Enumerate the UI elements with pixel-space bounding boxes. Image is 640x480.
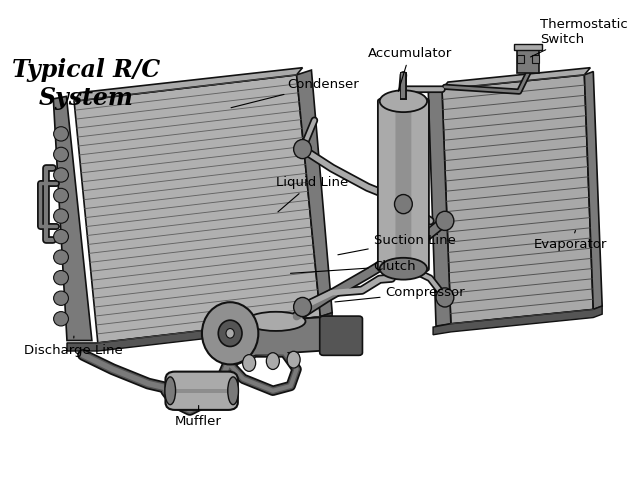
Text: Discharge Line: Discharge Line xyxy=(24,336,122,357)
Ellipse shape xyxy=(54,147,68,162)
Ellipse shape xyxy=(54,312,68,326)
Text: Typical R/C
System: Typical R/C System xyxy=(12,58,160,110)
Ellipse shape xyxy=(165,377,175,405)
FancyBboxPatch shape xyxy=(396,100,412,270)
Bar xyxy=(532,55,540,63)
Ellipse shape xyxy=(226,328,234,338)
Polygon shape xyxy=(428,89,451,326)
Polygon shape xyxy=(53,96,92,340)
Ellipse shape xyxy=(380,258,427,280)
Ellipse shape xyxy=(394,194,412,214)
Ellipse shape xyxy=(54,229,68,244)
Ellipse shape xyxy=(54,271,68,285)
Text: Liquid Line: Liquid Line xyxy=(276,176,348,212)
Polygon shape xyxy=(442,75,593,324)
Ellipse shape xyxy=(202,302,259,364)
Ellipse shape xyxy=(55,276,61,283)
Text: Muffler: Muffler xyxy=(175,406,222,428)
Bar xyxy=(514,44,542,49)
Text: Accumulator: Accumulator xyxy=(368,47,452,91)
FancyBboxPatch shape xyxy=(320,316,362,355)
Ellipse shape xyxy=(436,288,454,307)
Polygon shape xyxy=(433,306,602,335)
Text: Clutch: Clutch xyxy=(291,260,417,273)
Polygon shape xyxy=(67,313,332,351)
Polygon shape xyxy=(74,75,321,343)
Ellipse shape xyxy=(54,291,68,305)
Text: Evaporator: Evaporator xyxy=(534,230,607,252)
Ellipse shape xyxy=(380,90,427,112)
Ellipse shape xyxy=(54,127,68,141)
Bar xyxy=(175,389,228,393)
Ellipse shape xyxy=(246,312,305,331)
Ellipse shape xyxy=(266,353,280,370)
Ellipse shape xyxy=(61,154,67,161)
Ellipse shape xyxy=(54,188,68,203)
Ellipse shape xyxy=(228,377,239,405)
Ellipse shape xyxy=(58,215,64,222)
Bar xyxy=(516,45,540,73)
Ellipse shape xyxy=(287,351,300,368)
Ellipse shape xyxy=(54,250,68,264)
Ellipse shape xyxy=(54,168,68,182)
Polygon shape xyxy=(220,317,332,357)
Polygon shape xyxy=(296,70,332,317)
Ellipse shape xyxy=(218,320,242,347)
Polygon shape xyxy=(74,68,303,101)
Bar xyxy=(516,55,524,63)
Text: Suction Line: Suction Line xyxy=(338,233,456,255)
Text: Condenser: Condenser xyxy=(231,78,360,108)
FancyBboxPatch shape xyxy=(166,372,238,410)
Text: Compressor: Compressor xyxy=(335,286,465,302)
Polygon shape xyxy=(584,72,602,310)
Ellipse shape xyxy=(294,140,312,158)
FancyBboxPatch shape xyxy=(378,99,429,271)
Ellipse shape xyxy=(294,298,312,317)
Text: Thermostatic
Switch: Thermostatic Switch xyxy=(531,18,628,57)
Polygon shape xyxy=(442,68,590,89)
Ellipse shape xyxy=(54,209,68,223)
Ellipse shape xyxy=(436,211,454,230)
Ellipse shape xyxy=(243,355,255,372)
